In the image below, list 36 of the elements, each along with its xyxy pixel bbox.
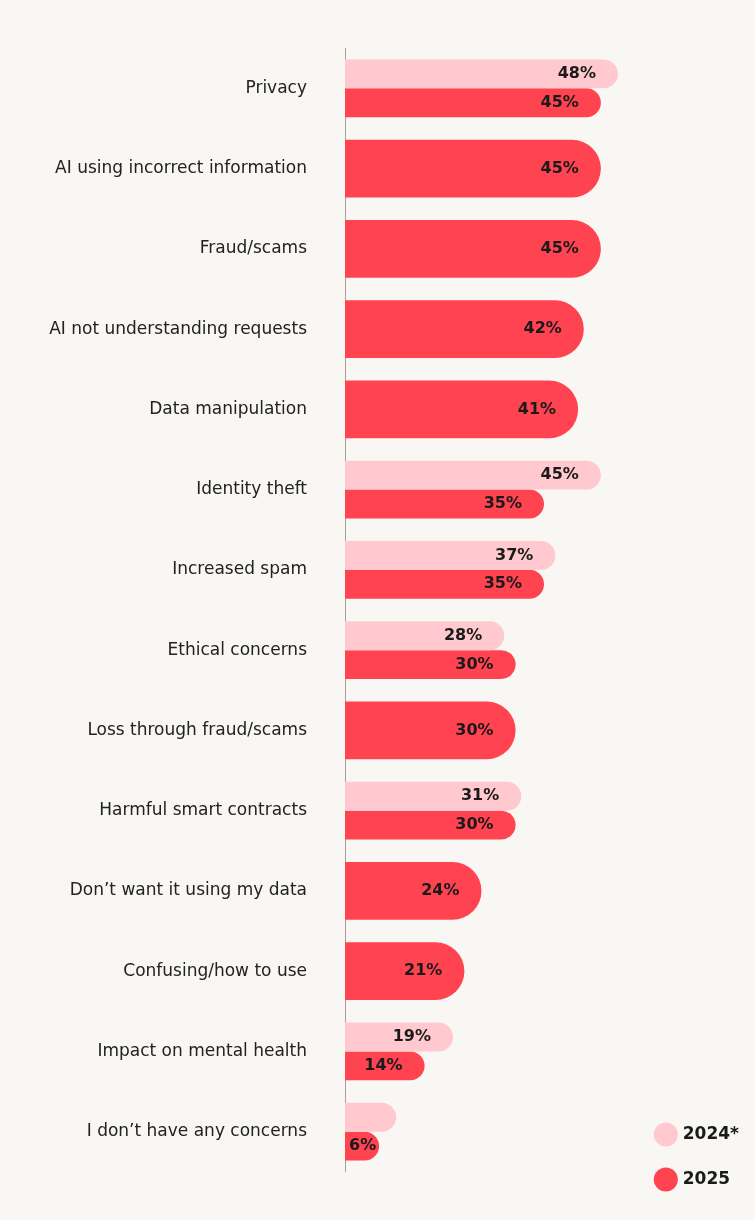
y-tick-label: AI not understanding requests: [49, 317, 308, 338]
y-tick-label: AI using incorrect information: [55, 157, 307, 178]
data-label: 37%: [495, 544, 534, 564]
data-label: 21%: [404, 960, 443, 980]
data-label: 6%: [348, 1135, 377, 1155]
data-label: 28%: [443, 624, 483, 644]
data-label: 45%: [540, 157, 579, 177]
data-label: 35%: [483, 573, 523, 593]
y-tick-label: Confusing/how to use: [123, 959, 307, 980]
data-label: 30%: [455, 814, 494, 834]
y-tick-label: Impact on mental health: [97, 1039, 307, 1060]
y-tick-label: Ethical concerns: [167, 638, 308, 659]
y-tick-label: Don’t want it using my data: [69, 879, 307, 900]
data-label: 30%: [455, 653, 494, 673]
data-label: 30%: [455, 719, 494, 739]
data-label: 45%: [540, 464, 579, 484]
y-tick-label: Identity theft: [196, 478, 308, 499]
y-tick-label: Harmful smart contracts: [99, 799, 308, 820]
legend-label: 2024*: [682, 1122, 740, 1143]
data-label: 31%: [460, 785, 500, 805]
data-label: 45%: [540, 238, 579, 257]
data-label: 45%: [540, 91, 579, 111]
y-tick-label: Increased spam: [172, 558, 307, 579]
data-label: 41%: [517, 398, 557, 418]
y-tick-label: Fraud/scams: [199, 237, 308, 258]
data-label: 24%: [421, 880, 460, 900]
data-label: 19%: [392, 1026, 432, 1046]
legend-label: 2025: [682, 1167, 731, 1188]
data-label: 42%: [523, 318, 562, 338]
y-tick-label: Data manipulation: [149, 397, 307, 418]
data-label: 48%: [557, 63, 596, 83]
y-tick-label: I don’t have any concerns: [86, 1120, 308, 1141]
y-tick-label: Loss through fraud/scams: [87, 718, 308, 739]
y-tick-label: Privacy: [245, 76, 307, 97]
data-label: 35%: [483, 493, 523, 513]
data-label: 14%: [364, 1055, 403, 1075]
